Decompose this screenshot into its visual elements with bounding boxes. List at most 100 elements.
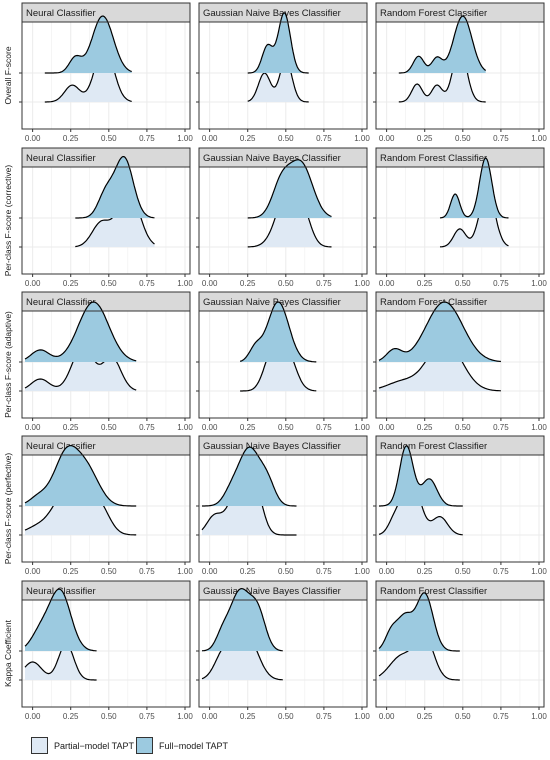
ridge-full-line [75,156,155,219]
panel-border [198,599,368,708]
x-tick-label: 0.50 [101,712,117,721]
ridge-full-fill [240,302,317,362]
ridge-partial-fill [240,342,317,391]
ridge-full-fill [202,588,283,651]
x-tick-label: 0.00 [25,423,41,432]
x-tick-label: 0.75 [493,279,509,288]
x-tick-label: 0.50 [455,134,471,143]
x-tick-label: 0.50 [278,712,294,721]
ridge-full-line [378,301,501,363]
x-tick-label: 0.50 [101,134,117,143]
ridge-full-line [24,301,137,362]
x-tick-label: 0.25 [417,423,433,432]
x-tick-label: 0.50 [455,279,471,288]
facet-title: Random Forest Classifier [380,586,487,597]
ridge-full-line [202,446,297,507]
x-tick-label: 0.00 [25,567,41,576]
ridge-full-fill [25,445,137,506]
ridge-partial-line [439,189,509,248]
x-tick-label: 0.25 [417,279,433,288]
x-tick-label: 0.00 [202,423,218,432]
x-tick-label: 0.75 [139,567,155,576]
x-tick-label: 0.25 [240,712,256,721]
panel-border [21,454,191,563]
x-tick-label: 0.25 [417,134,433,143]
ridge-full-fill [25,589,97,651]
y-axis-title: Per-class F-score (perfective) [3,453,13,565]
x-tick-label: 0.75 [139,712,155,721]
x-tick-label: 0.50 [455,712,471,721]
ridge-full-line [201,587,283,652]
facet-title: Random Forest Classifier [380,441,487,452]
ridge-partial-fill [25,345,137,391]
ridge-partial-fill [379,339,501,391]
x-tick-label: 0.25 [240,134,256,143]
ridge-full-line [378,592,460,652]
x-tick-label: 1.00 [177,567,193,576]
x-tick-label: 0.50 [101,567,117,576]
ridge-partial-fill [202,636,283,680]
x-tick-label: 0.50 [101,279,117,288]
x-tick-label: 0.75 [316,279,332,288]
ridge-full-fill [379,445,463,506]
x-tick-label: 0.25 [240,279,256,288]
x-tick-label: 0.25 [240,423,256,432]
x-tick-label: 1.00 [354,423,370,432]
x-tick-label: 0.75 [493,423,509,432]
facet-title: Neural Classifier [26,8,96,19]
ridge-full-line [247,12,309,74]
ridge-full-line [379,444,463,507]
ridge-full-line [239,301,317,363]
panel-border [198,454,368,563]
x-tick-label: 0.50 [278,567,294,576]
facet-title: Neural Classifier [26,153,96,164]
x-tick-label: 0.25 [240,567,256,576]
x-tick-label: 0.00 [202,134,218,143]
x-tick-label: 1.00 [177,423,193,432]
panel-background [199,455,367,562]
x-tick-label: 1.00 [354,567,370,576]
ridge-full-fill [440,158,509,218]
x-tick-label: 0.50 [278,423,294,432]
x-tick-label: 1.00 [531,423,547,432]
facet-title: Neural Classifier [26,297,96,308]
x-tick-label: 0.00 [25,712,41,721]
x-tick-label: 1.00 [354,134,370,143]
facet-title: Gaussian Naive Bayes Classifier [203,153,341,164]
y-axis-title: Per-class F-score (corrective) [3,165,13,277]
ridge-partial-fill [379,477,463,535]
ridge-full-line [247,159,332,219]
x-tick-label: 1.00 [531,712,547,721]
x-tick-label: 1.00 [177,134,193,143]
ridge-full-fill [247,12,309,74]
x-tick-label: 0.75 [139,279,155,288]
x-tick-label: 0.50 [278,134,294,143]
x-tick-label: 0.75 [139,423,155,432]
panel-border [375,166,545,275]
ridge-partial-fill [379,633,460,680]
x-tick-label: 0.00 [202,279,218,288]
y-axis-title: Overall F-score [3,46,13,104]
x-tick-label: 0.75 [493,712,509,721]
x-tick-label: 1.00 [354,279,370,288]
ridge-partial-line [398,47,486,103]
facet-title: Random Forest Classifier [380,8,487,19]
x-tick-label: 0.00 [379,567,395,576]
ridge-full-line [44,15,132,74]
x-tick-label: 0.00 [379,279,395,288]
panel-border [21,599,191,708]
y-axis-title: Kappa Coefficient [3,619,13,687]
x-tick-label: 0.75 [316,567,332,576]
ridge-full-line [24,588,97,652]
ridge-full-fill [398,16,486,74]
panel-background [376,167,544,274]
panel-border [198,310,368,419]
panel-background [22,455,190,562]
ridge-partial-fill [25,477,137,535]
facet-title: Random Forest Classifier [380,153,487,164]
x-tick-label: 0.50 [101,423,117,432]
x-tick-label: 0.25 [63,567,79,576]
ridge-full-fill [379,302,501,362]
x-tick-label: 0.75 [493,134,509,143]
